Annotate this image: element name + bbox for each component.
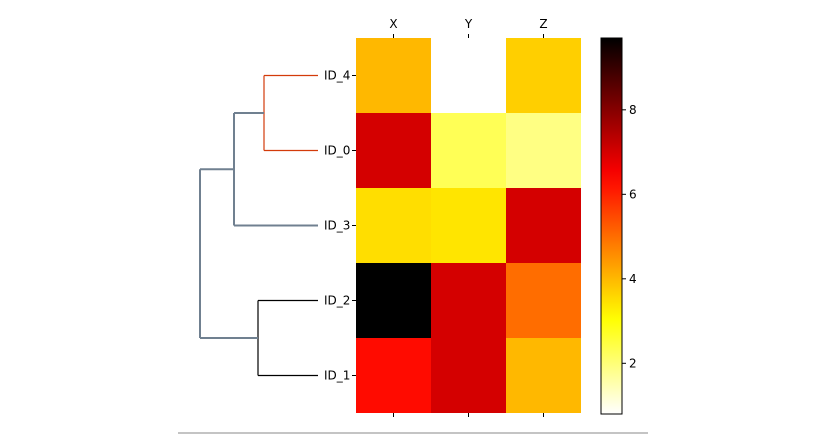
column-label: X — [389, 17, 397, 31]
heatmap-cell-ID_3-X — [356, 188, 431, 263]
dendrogram-link — [233, 112, 318, 227]
heatmap-cell-ID_3-Y — [431, 188, 506, 263]
colorbar: 2 4 6 8 — [600, 37, 637, 415]
heatmap-cell-ID_4-X — [356, 38, 431, 113]
row-label: ID_0 — [324, 144, 350, 158]
heatmap-cell-ID_0-X — [356, 113, 431, 188]
row-label: ID_4 — [324, 69, 350, 83]
colorbar-tick-label: 4 — [629, 272, 637, 286]
dendrogram — [199, 74, 318, 377]
colorbar-tick-label: 8 — [629, 103, 637, 117]
heatmap-cells — [356, 38, 581, 413]
heatmap-cell-ID_0-Y — [431, 113, 506, 188]
dendrogram-link — [199, 168, 258, 339]
heatmap-cell-ID_2-X — [356, 263, 431, 338]
heatmap-cell-ID_2-Z — [506, 263, 581, 338]
colorbar-tick-label: 6 — [629, 187, 637, 201]
column-label: Y — [464, 17, 473, 31]
column-labels: X Y Z — [389, 17, 548, 417]
row-label: ID_1 — [324, 369, 350, 383]
row-labels: ID_4 ID_0 ID_3 ID_2 ID_1 — [324, 69, 356, 383]
heatmap-cell-ID_1-Z — [506, 338, 581, 413]
row-label: ID_2 — [324, 294, 350, 308]
colorbar-gradient — [600, 37, 623, 415]
heatmap-cell-ID_4-Z — [506, 38, 581, 113]
heatmap-cell-ID_1-X — [356, 338, 431, 413]
dendrogram-link — [263, 74, 318, 152]
column-label: Z — [539, 17, 547, 31]
heatmap-cell-ID_0-Z — [506, 113, 581, 188]
heatmap-cell-ID_4-Y — [431, 38, 506, 113]
colorbar-tick-label: 2 — [629, 356, 637, 370]
heatmap-cell-ID_1-Y — [431, 338, 506, 413]
heatmap-cell-ID_2-Y — [431, 263, 506, 338]
heatmap-cell-ID_3-Z — [506, 188, 581, 263]
row-label: ID_3 — [324, 219, 350, 233]
dendrogram-link — [257, 299, 318, 377]
